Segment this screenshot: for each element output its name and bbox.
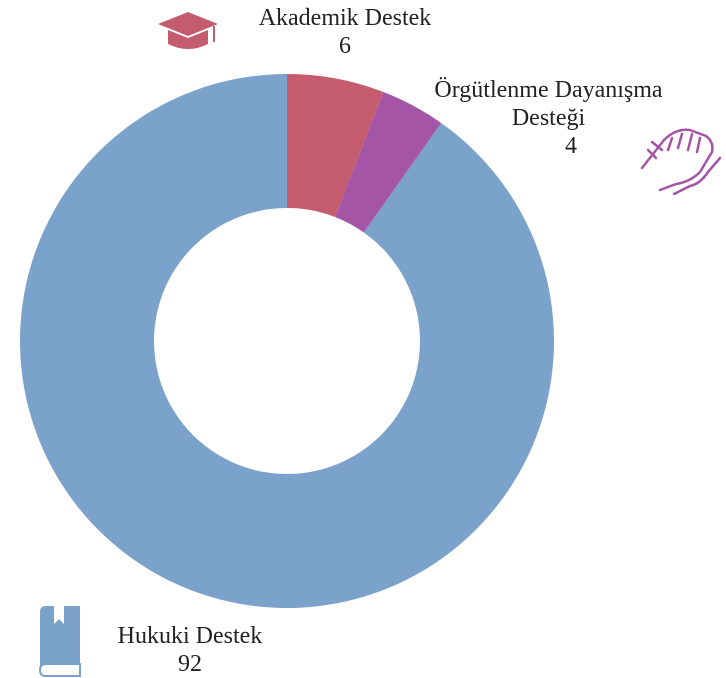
slices xyxy=(20,74,555,608)
label-name: Örgütlenme Dayanışma Desteği xyxy=(434,77,663,131)
label-value: 4 xyxy=(565,133,577,159)
slice xyxy=(335,92,442,233)
slice xyxy=(287,74,384,217)
label-name: Akademik Destek xyxy=(258,5,432,31)
label-value: 6 xyxy=(339,33,351,59)
label: Örgütlenme Dayanışma Desteği 4 xyxy=(416,76,726,160)
label-name: Hukuki Destek xyxy=(117,623,263,649)
label: Hukuki Destek 92 xyxy=(90,622,290,678)
label: Akademik Destek 6 xyxy=(225,4,465,60)
cap-icon xyxy=(158,12,218,49)
label-value: 92 xyxy=(178,651,202,677)
book-icon xyxy=(38,606,81,677)
slice xyxy=(20,74,555,608)
handshake-icon xyxy=(640,128,722,196)
